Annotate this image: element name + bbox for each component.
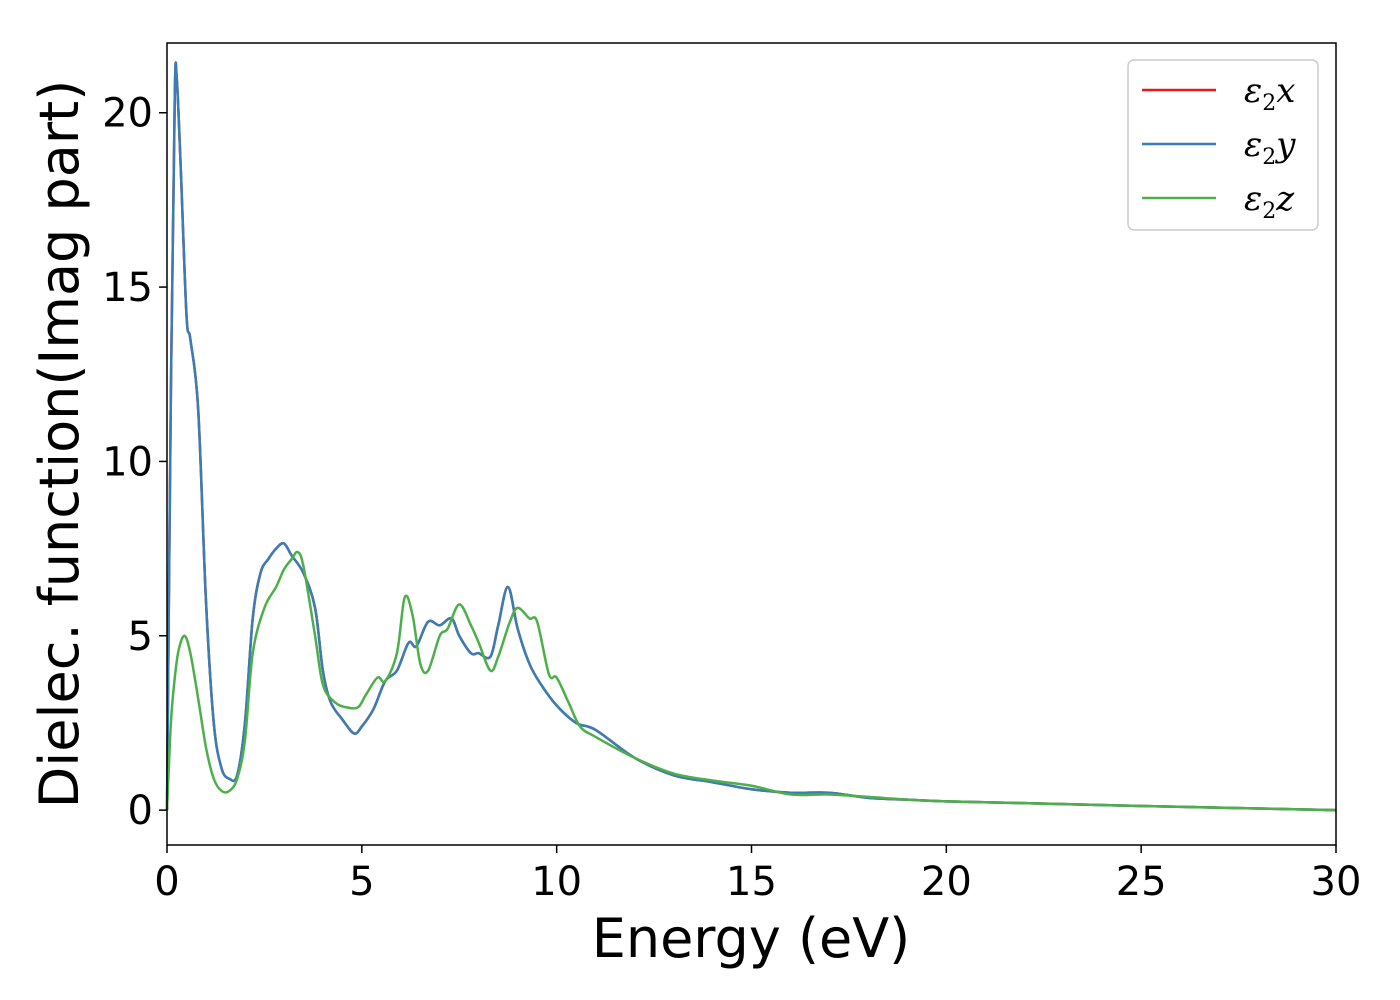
y-axis-title: Dielec. function(Imag part) xyxy=(28,80,91,809)
x-tick-label: 20 xyxy=(921,859,972,905)
x-tick-label: 10 xyxy=(531,859,582,905)
y-tick-label: 5 xyxy=(128,614,153,660)
series-line-y xyxy=(165,61,1337,812)
legend-label-y: ε2y xyxy=(1244,125,1296,170)
x-axis-title: Energy (eV) xyxy=(592,907,911,970)
y-tick-label: 0 xyxy=(128,788,153,834)
x-tick-label: 30 xyxy=(1311,859,1362,905)
y-tick-label: 20 xyxy=(102,91,153,137)
y-tick-label: 10 xyxy=(102,439,153,485)
legend: ε2x ε2y ε2z xyxy=(1127,59,1319,231)
x-axis-ticks: 0 5 10 15 20 25 30 xyxy=(154,845,1361,905)
legend-label-x: ε2x xyxy=(1244,71,1295,116)
legend-box xyxy=(1127,59,1319,231)
series-line-z xyxy=(165,550,1337,812)
plot-lines xyxy=(165,61,1337,812)
x-tick-label: 25 xyxy=(1116,859,1167,905)
y-axis-ticks: 0 5 10 15 20 xyxy=(102,91,167,834)
legend-label-z: ε2z xyxy=(1244,179,1295,224)
x-tick-label: 5 xyxy=(349,859,374,905)
x-tick-label: 15 xyxy=(726,859,777,905)
x-tick-label: 0 xyxy=(154,859,179,905)
y-tick-label: 15 xyxy=(102,265,153,311)
